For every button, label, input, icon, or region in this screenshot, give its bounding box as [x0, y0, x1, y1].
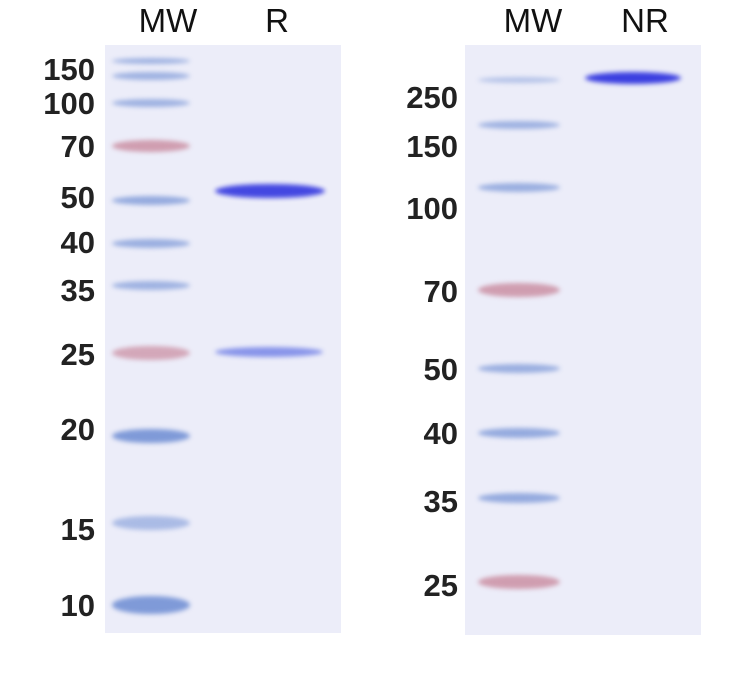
marker-label-right: 50 — [423, 352, 458, 387]
marker-label-right: 40 — [423, 416, 458, 451]
marker-label-left: 15 — [60, 512, 95, 547]
marker-label-right: 25 — [423, 568, 458, 603]
ladder-band — [478, 121, 560, 129]
marker-label-left: 20 — [60, 412, 95, 447]
sample-band-heavy-chain — [215, 184, 325, 198]
ladder-band — [112, 346, 190, 360]
ladder-band — [112, 99, 190, 107]
ladder-band — [478, 77, 560, 83]
marker-label-right: 250 — [406, 80, 458, 115]
ladder-band — [112, 72, 190, 80]
ladder-band — [112, 195, 190, 205]
marker-label-left: 50 — [60, 180, 95, 215]
marker-label-left: 150 — [43, 52, 95, 87]
ladder-band — [478, 428, 560, 438]
ladder-band — [478, 363, 560, 373]
lane-header-mw-left: MW — [138, 2, 198, 39]
ladder-band — [478, 283, 560, 297]
ladder-band — [112, 58, 190, 64]
ladder-band — [112, 280, 190, 290]
ladder-band — [478, 575, 560, 589]
ladder-band — [478, 182, 560, 192]
ladder-band — [112, 140, 190, 152]
marker-label-left: 10 — [60, 588, 95, 623]
lane-header-nr: NR — [621, 2, 669, 39]
ladder-band — [112, 238, 190, 248]
marker-label-left: 100 — [43, 86, 95, 121]
gel-right-nonreducing — [465, 45, 701, 635]
sample-band-light-chain — [215, 347, 323, 357]
marker-label-right: 35 — [423, 484, 458, 519]
sample-band-intact — [585, 72, 681, 84]
marker-label-left: 25 — [60, 337, 95, 372]
ladder-band — [112, 596, 190, 614]
lane-header-mw-right: MW — [503, 2, 563, 39]
ladder-band — [112, 516, 190, 530]
lane-header-r: R — [265, 2, 289, 39]
marker-label-left: 40 — [60, 225, 95, 260]
marker-label-right: 100 — [406, 191, 458, 226]
gel-left-reducing — [105, 45, 341, 633]
ladder-band — [112, 429, 190, 443]
marker-label-right: 150 — [406, 129, 458, 164]
marker-label-left: 35 — [60, 273, 95, 308]
marker-label-left: 70 — [60, 129, 95, 164]
marker-label-right: 70 — [423, 274, 458, 309]
ladder-band — [478, 493, 560, 503]
